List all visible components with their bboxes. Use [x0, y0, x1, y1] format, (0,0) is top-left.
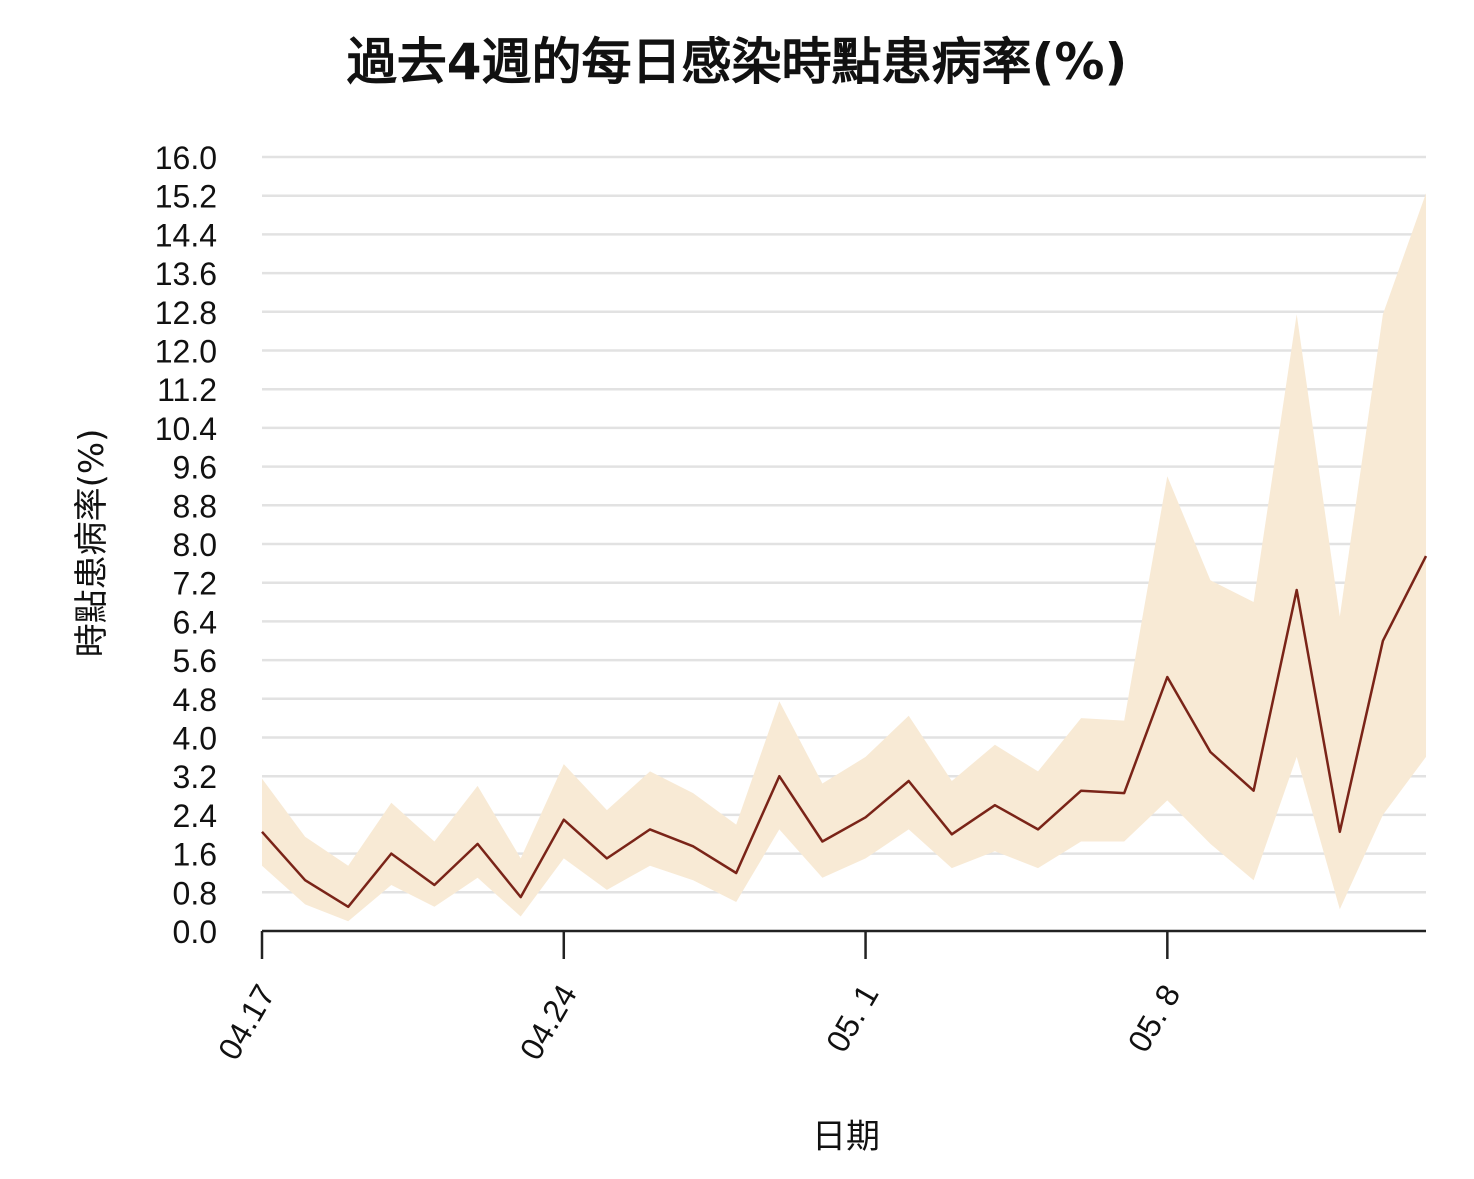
x-tick-label: 05. 1 [819, 979, 886, 1059]
y-tick-label: 16.0 [155, 140, 217, 176]
y-tick-label: 0.8 [173, 875, 217, 911]
y-tick-label: 10.4 [155, 411, 217, 447]
y-tick-label: 8.8 [173, 488, 217, 524]
y-axis-label: 時點患病率(%) [72, 429, 112, 658]
series-line [261, 555, 1428, 909]
y-tick-label: 5.6 [173, 643, 217, 679]
band-area [262, 193, 1426, 922]
y-tick-label: 13.6 [155, 256, 217, 292]
x-axis-label: 日期 [812, 1117, 880, 1157]
x-axis-ticks: 04.17 04.24 05. 1 05. 8 [211, 931, 1188, 1066]
y-tick-label: 8.0 [173, 527, 217, 563]
x-tick-label: 05. 8 [1121, 979, 1188, 1059]
y-tick-label: 6.4 [173, 604, 217, 640]
y-tick-label: 3.2 [173, 759, 217, 795]
y-tick-label: 4.0 [173, 721, 217, 757]
confidence-band [262, 193, 1426, 922]
y-tick-label: 9.6 [173, 450, 217, 486]
y-axis-ticks: 0.00.81.62.43.24.04.85.66.47.28.08.89.61… [155, 140, 217, 950]
y-tick-label: 1.6 [173, 837, 217, 873]
y-tick-label: 2.4 [173, 798, 217, 834]
y-tick-label: 4.8 [173, 682, 217, 718]
y-tick-label: 12.8 [155, 295, 217, 331]
y-tick-label: 7.2 [173, 566, 217, 602]
chart-title: 過去4週的每日感染時點患病率(%) [346, 33, 1128, 91]
y-tick-label: 15.2 [155, 179, 217, 215]
y-tick-label: 0.0 [173, 914, 217, 950]
x-tick-label: 04.17 [211, 979, 282, 1066]
y-tick-label: 11.2 [157, 372, 217, 408]
x-tick-label: 04.24 [513, 979, 584, 1066]
y-tick-label: 12.0 [155, 334, 217, 370]
series-polyline [261, 555, 1428, 909]
y-tick-label: 14.4 [155, 217, 217, 253]
